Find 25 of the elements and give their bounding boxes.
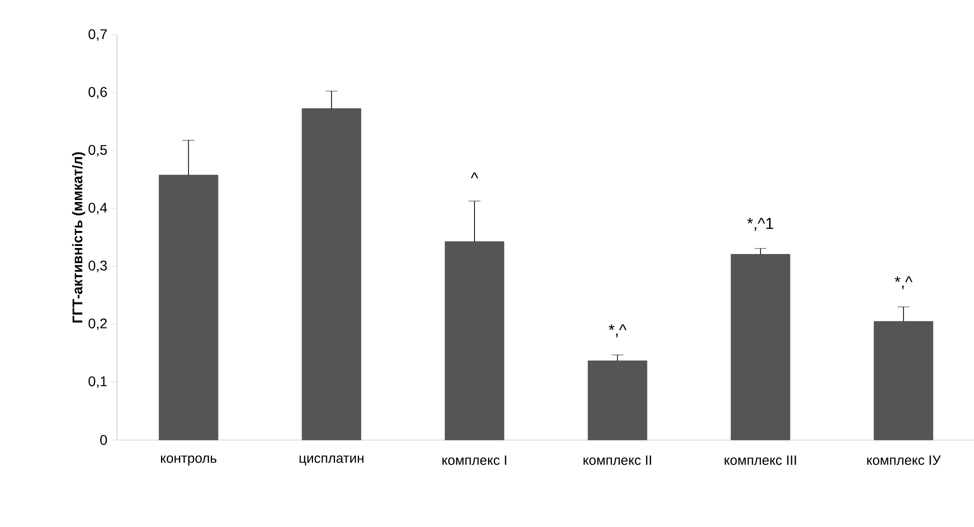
annotation: ^ — [470, 172, 478, 178]
bar — [588, 360, 648, 440]
annotation: *,^ — [894, 276, 913, 290]
x-tick-label: комплекс I — [442, 456, 506, 465]
bar — [874, 321, 934, 440]
x-tick-label: комплекс III — [724, 456, 796, 465]
annotation: *,^ — [608, 324, 627, 338]
x-tick-label: контроль — [161, 456, 216, 466]
bar — [158, 174, 218, 440]
y-tick-label: 0,6 — [88, 87, 107, 99]
y-tick-label: 0,1 — [88, 376, 107, 388]
y-tick-label: 0 — [100, 435, 107, 445]
annotation: *,^1 — [747, 218, 774, 231]
y-axis-title: ГГТ-активність (ммкат/л) — [72, 152, 86, 322]
y-tick-label: 0,3 — [88, 260, 107, 272]
bar — [444, 241, 504, 440]
y-tick-label: 0,5 — [88, 144, 107, 156]
x-tick-label: комплекс IУ — [867, 456, 941, 465]
bar — [730, 254, 790, 440]
y-tick-label: 0,2 — [88, 318, 107, 330]
y-tick-label: 0,4 — [88, 202, 108, 214]
x-tick-label: цисплатин — [300, 456, 364, 466]
y-tick-label: 0,7 — [88, 29, 107, 41]
x-tick-label: комплекс II — [584, 456, 652, 465]
bar — [302, 108, 362, 440]
